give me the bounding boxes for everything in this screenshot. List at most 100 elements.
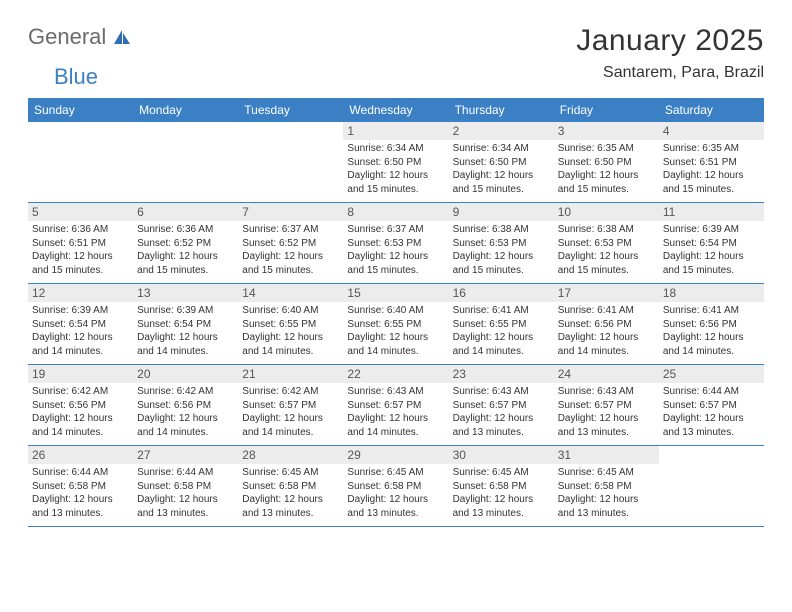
day-number: 22: [343, 365, 448, 383]
day-cell: 16 Sunrise: 6:41 AMSunset: 6:55 PMDayligh…: [449, 284, 554, 365]
day-cell: .: [133, 122, 238, 203]
day-cell: 25Sunrise: 6:44 AMSunset: 6:57 PMDayligh…: [659, 365, 764, 446]
week-row: 5 Sunrise: 6:36 AMSunset: 6:51 PMDaylight…: [28, 203, 764, 284]
day-number: 4: [659, 122, 764, 140]
brand-part2: Blue: [54, 64, 98, 90]
day-cell: 19Sunrise: 6:42 AMSunset: 6:56 PMDayligh…: [28, 365, 133, 446]
day-header-row: SundayMondayTuesdayWednesdayThursdayFrid…: [28, 98, 764, 122]
day-number: 10: [554, 203, 659, 221]
day-cell: .: [28, 122, 133, 203]
day-info: Sunrise: 6:45 AMSunset: 6:58 PMDaylight:…: [453, 466, 550, 520]
day-info: Sunrise: 6:42 AMSunset: 6:56 PMDaylight:…: [137, 385, 234, 439]
day-number: 21: [238, 365, 343, 383]
day-cell: 20 Sunrise: 6:42 AMSunset: 6:56 PMDayligh…: [133, 365, 238, 446]
day-info: Sunrise: 6:43 AMSunset: 6:57 PMDaylight:…: [347, 385, 444, 439]
day-cell: 17 Sunrise: 6:41 AMSunset: 6:56 PMDayligh…: [554, 284, 659, 365]
day-cell: 27 Sunrise: 6:44 AMSunset: 6:58 PMDayligh…: [133, 446, 238, 527]
day-number: 30: [449, 446, 554, 464]
day-info: Sunrise: 6:39 AMSunset: 6:54 PMDaylight:…: [137, 304, 234, 358]
day-cell: 11 Sunrise: 6:39 AMSunset: 6:54 PMDayligh…: [659, 203, 764, 284]
day-info: Sunrise: 6:44 AMSunset: 6:58 PMDaylight:…: [32, 466, 129, 520]
day-number: 26: [28, 446, 133, 464]
day-cell: 7 Sunrise: 6:37 AMSunset: 6:52 PMDaylight…: [238, 203, 343, 284]
day-cell: 3Sunrise: 6:35 AMSunset: 6:50 PMDaylight…: [554, 122, 659, 203]
day-cell: 1Sunrise: 6:34 AMSunset: 6:50 PMDaylight…: [343, 122, 448, 203]
location: Santarem, Para, Brazil: [576, 64, 764, 82]
day-cell: 8Sunrise: 6:37 AMSunset: 6:53 PMDaylight…: [343, 203, 448, 284]
day-info: Sunrise: 6:45 AMSunset: 6:58 PMDaylight:…: [242, 466, 339, 520]
day-cell: 18 Sunrise: 6:41 AMSunset: 6:56 PMDayligh…: [659, 284, 764, 365]
day-header: Friday: [554, 98, 659, 122]
day-number: 15: [343, 284, 448, 302]
day-info: Sunrise: 6:43 AMSunset: 6:57 PMDaylight:…: [453, 385, 550, 439]
day-cell: 21 Sunrise: 6:42 AMSunset: 6:57 PMDayligh…: [238, 365, 343, 446]
brand-logo: General: [28, 24, 134, 50]
day-number: 27: [133, 446, 238, 464]
day-info: Sunrise: 6:45 AMSunset: 6:58 PMDaylight:…: [558, 466, 655, 520]
day-number: 14: [238, 284, 343, 302]
day-info: Sunrise: 6:35 AMSunset: 6:51 PMDaylight:…: [663, 142, 760, 196]
day-info: Sunrise: 6:39 AMSunset: 6:54 PMDaylight:…: [663, 223, 760, 277]
day-info: Sunrise: 6:44 AMSunset: 6:58 PMDaylight:…: [137, 466, 234, 520]
day-header: Monday: [133, 98, 238, 122]
day-number: 1: [343, 122, 448, 140]
day-number: 17: [554, 284, 659, 302]
day-info: Sunrise: 6:37 AMSunset: 6:52 PMDaylight:…: [242, 223, 339, 277]
day-number: 2: [449, 122, 554, 140]
day-header: Tuesday: [238, 98, 343, 122]
day-number: 16: [449, 284, 554, 302]
day-info: Sunrise: 6:39 AMSunset: 6:54 PMDaylight:…: [32, 304, 129, 358]
day-number: 3: [554, 122, 659, 140]
day-cell: 22 Sunrise: 6:43 AMSunset: 6:57 PMDayligh…: [343, 365, 448, 446]
title-block: January 2025 Santarem, Para, Brazil: [576, 24, 764, 82]
day-cell: 2 Sunrise: 6:34 AMSunset: 6:50 PMDaylight…: [449, 122, 554, 203]
day-info: Sunrise: 6:42 AMSunset: 6:57 PMDaylight:…: [242, 385, 339, 439]
day-cell: 4 Sunrise: 6:35 AMSunset: 6:51 PMDaylight…: [659, 122, 764, 203]
calendar-body: ...1Sunrise: 6:34 AMSunset: 6:50 PMDayli…: [28, 122, 764, 527]
month-title: January 2025: [576, 24, 764, 58]
day-cell: 9Sunrise: 6:38 AMSunset: 6:53 PMDaylight…: [449, 203, 554, 284]
day-number: 9: [449, 203, 554, 221]
day-cell: 28 Sunrise: 6:45 AMSunset: 6:58 PMDayligh…: [238, 446, 343, 527]
day-info: Sunrise: 6:34 AMSunset: 6:50 PMDaylight:…: [453, 142, 550, 196]
day-info: Sunrise: 6:41 AMSunset: 6:55 PMDaylight:…: [453, 304, 550, 358]
day-info: Sunrise: 6:40 AMSunset: 6:55 PMDaylight:…: [242, 304, 339, 358]
day-number: 7: [238, 203, 343, 221]
brand-part1: General: [28, 24, 106, 50]
day-number: 25: [659, 365, 764, 383]
day-info: Sunrise: 6:41 AMSunset: 6:56 PMDaylight:…: [663, 304, 760, 358]
day-number: 5: [28, 203, 133, 221]
day-number: 23: [449, 365, 554, 383]
day-number: 12: [28, 284, 133, 302]
day-info: Sunrise: 6:36 AMSunset: 6:52 PMDaylight:…: [137, 223, 234, 277]
day-header: Sunday: [28, 98, 133, 122]
day-number: 6: [133, 203, 238, 221]
day-cell: 24Sunrise: 6:43 AMSunset: 6:57 PMDayligh…: [554, 365, 659, 446]
day-cell: 5 Sunrise: 6:36 AMSunset: 6:51 PMDaylight…: [28, 203, 133, 284]
day-cell: 13 Sunrise: 6:39 AMSunset: 6:54 PMDayligh…: [133, 284, 238, 365]
day-number: 11: [659, 203, 764, 221]
day-cell: 14 Sunrise: 6:40 AMSunset: 6:55 PMDayligh…: [238, 284, 343, 365]
day-number: 18: [659, 284, 764, 302]
day-cell: .: [659, 446, 764, 527]
day-info: Sunrise: 6:38 AMSunset: 6:53 PMDaylight:…: [558, 223, 655, 277]
day-number: 31: [554, 446, 659, 464]
day-info: Sunrise: 6:36 AMSunset: 6:51 PMDaylight:…: [32, 223, 129, 277]
day-number: 20: [133, 365, 238, 383]
day-cell: 10 Sunrise: 6:38 AMSunset: 6:53 PMDayligh…: [554, 203, 659, 284]
week-row: 12Sunrise: 6:39 AMSunset: 6:54 PMDayligh…: [28, 284, 764, 365]
sail-icon: [112, 28, 132, 46]
day-header: Wednesday: [343, 98, 448, 122]
day-cell: 23 Sunrise: 6:43 AMSunset: 6:57 PMDayligh…: [449, 365, 554, 446]
day-header: Thursday: [449, 98, 554, 122]
day-cell: 15 Sunrise: 6:40 AMSunset: 6:55 PMDayligh…: [343, 284, 448, 365]
day-info: Sunrise: 6:41 AMSunset: 6:56 PMDaylight:…: [558, 304, 655, 358]
day-number: 29: [343, 446, 448, 464]
day-info: Sunrise: 6:40 AMSunset: 6:55 PMDaylight:…: [347, 304, 444, 358]
week-row: ...1Sunrise: 6:34 AMSunset: 6:50 PMDayli…: [28, 122, 764, 203]
day-number: 13: [133, 284, 238, 302]
day-number: 28: [238, 446, 343, 464]
day-number: 19: [28, 365, 133, 383]
day-header: Saturday: [659, 98, 764, 122]
day-number: 8: [343, 203, 448, 221]
